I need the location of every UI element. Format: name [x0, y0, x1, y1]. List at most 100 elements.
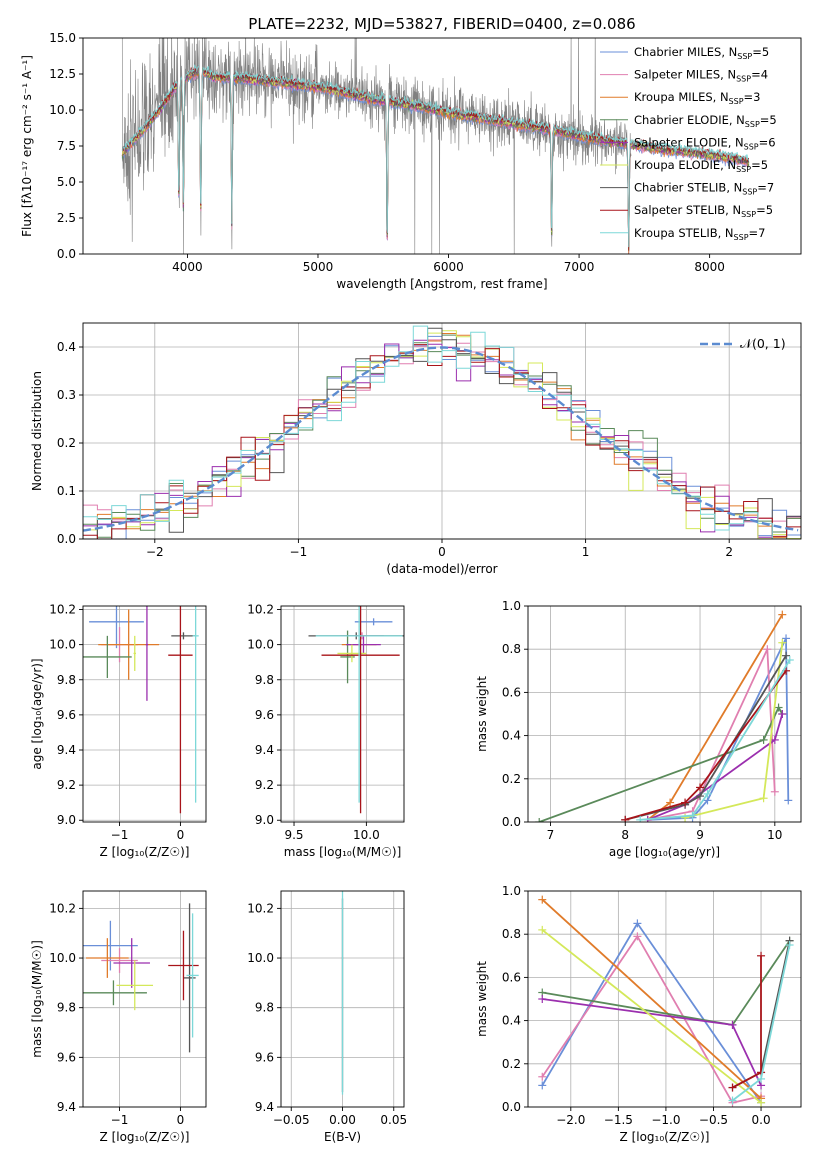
y-tick-label: 9.4	[57, 1100, 76, 1114]
x-axis-label: Z [log₁₀(Z/Z☉)]	[100, 1130, 190, 1144]
series-line-chabrier_elodie	[538, 705, 784, 822]
series-line-kroupa_miles	[647, 614, 784, 821]
legend-label: Salpeter STELIB, NSSP=5	[634, 203, 773, 219]
y-tick-label: 15.0	[49, 31, 76, 45]
series-line-chabrier_miles	[647, 638, 790, 821]
y-tick-label: 9.0	[255, 813, 274, 827]
plot-area	[121, 38, 750, 254]
x-tick-label: 0.00	[329, 1113, 356, 1127]
x-axis-label: E(B-V)	[324, 1130, 361, 1144]
x-tick-label: −0.5	[699, 1113, 728, 1127]
y-tick-label: 9.4	[57, 743, 76, 757]
y-tick-label: 0.1	[57, 484, 76, 498]
y-axis-label: mass weight	[475, 676, 489, 752]
legend-label: Kroupa ELODIE, NSSP=5	[634, 158, 768, 174]
series-line-kroupa_elodie	[541, 929, 762, 1104]
y-tick-label: 10.2	[247, 901, 274, 915]
x-tick-label: 5000	[303, 260, 334, 274]
y-tick-label: 0.2	[502, 1057, 521, 1071]
y-axis-label: Normed distribution	[30, 371, 44, 491]
y-tick-label: 0.0	[57, 532, 76, 546]
y-tick-label: 9.4	[255, 1100, 274, 1114]
model-spectrum-kroupa_stelib	[121, 64, 750, 248]
x-tick-label: 0	[438, 545, 446, 559]
chart-title: PLATE=2232, MJD=53827, FIBERID=0400, z=0…	[248, 15, 635, 33]
x-tick-label: −1.0	[651, 1113, 680, 1127]
y-tick-label: 0.0	[502, 815, 521, 829]
x-tick-label: 1	[582, 545, 590, 559]
series-line-salpeter_elodie	[647, 713, 784, 821]
x-tick-label: 0.05	[380, 1113, 407, 1127]
y-tick-label: 9.8	[255, 1001, 274, 1015]
y-tick-label: 10.0	[49, 103, 76, 117]
y-tick-label: 0.4	[57, 340, 76, 354]
y-tick-label: 10.0	[247, 951, 274, 965]
x-tick-label: 7	[547, 828, 555, 842]
y-tick-label: 9.4	[255, 743, 274, 757]
y-tick-label: 0.3	[57, 388, 76, 402]
x-tick-label: 6000	[433, 260, 464, 274]
y-tick-label: 9.8	[255, 673, 274, 687]
x-axis-label: Z [log₁₀(Z/Z☉)]	[100, 845, 190, 859]
x-tick-label: −2	[146, 545, 164, 559]
x-tick-label: −1	[111, 1113, 129, 1127]
x-tick-label: 0.0	[752, 1113, 771, 1127]
series-line-salpeter_stelib	[624, 670, 787, 821]
y-axis-label: mass [log₁₀(M/M☉)]	[30, 940, 44, 1058]
x-tick-label: 7000	[564, 260, 595, 274]
axes-frame	[280, 605, 405, 823]
x-tick-label: 9	[696, 828, 704, 842]
legend-label: Salpeter ELODIE, NSSP=6	[634, 135, 776, 151]
x-tick-label: 9.5	[284, 828, 303, 842]
x-tick-label: −1	[111, 828, 129, 842]
y-tick-label: 9.8	[57, 673, 76, 687]
plot-area	[83, 606, 199, 814]
axes-frame	[527, 890, 802, 1108]
y-tick-label: 0.6	[502, 970, 521, 984]
panel-age-vs-mass: 9.5 10.0 9.0 9.2 9.4 9.6 9.8 10.0 10.2 mass [log₁…	[247, 603, 405, 859]
series-line-salpeter_miles	[541, 934, 762, 1104]
y-tick-label: 10.2	[49, 901, 76, 915]
y-tick-label: 1.0	[502, 599, 521, 613]
y-tick-label: 0.4	[502, 1014, 521, 1028]
y-tick-label: 0.8	[502, 642, 521, 656]
plot-area	[83, 325, 801, 539]
series-line-chabrier_stelib	[624, 655, 787, 821]
y-tick-label: 12.5	[49, 67, 76, 81]
y-tick-label: 9.8	[57, 1001, 76, 1015]
axes-frame	[527, 605, 802, 823]
panel-spectrum: PLATE=2232, MJD=53827, FIBERID=0400, z=0…	[20, 15, 802, 291]
y-tick-label: 10.0	[49, 638, 76, 652]
y-tick-label: 0.0	[57, 247, 76, 261]
x-tick-label: 8000	[694, 260, 725, 274]
panel-massweight-vs-Z: −2.0 −1.5 −1.0 −0.5 0.0 0.0 0.2 0.4 0.6 0.8 1.0 Z […	[475, 884, 802, 1144]
x-tick-label: 8	[621, 828, 629, 842]
x-tick-label: 10	[767, 828, 782, 842]
x-tick-label: −1.5	[604, 1113, 633, 1127]
panel-age-vs-Z: −1 0 9.0 9.2 9.4 9.6 9.8 10.0 10.2 Z [log₁₀(Z/Z☉)…	[30, 603, 207, 859]
series-line-kroupa_miles	[541, 898, 762, 1100]
y-tick-label: 9.6	[57, 1050, 76, 1064]
y-tick-label: 0.0	[502, 1100, 521, 1114]
x-axis-label: age [log₁₀(age/yr)]	[609, 845, 720, 859]
panel-mass-vs-EBV: −0.05 0.00 0.05 9.4 9.6 9.8 10.0 10.2 E(B-V)	[247, 890, 407, 1144]
gaussian-curve	[83, 346, 799, 532]
x-tick-label: 0	[177, 828, 185, 842]
x-tick-label: 4000	[172, 260, 203, 274]
y-axis-label: age [log₁₀(age/yr)]	[30, 658, 44, 769]
x-tick-label: 2	[725, 545, 733, 559]
y-tick-label: 9.6	[255, 1050, 274, 1064]
series-line-kroupa_stelib	[640, 659, 791, 821]
y-tick-label: 9.6	[57, 708, 76, 722]
y-tick-label: 0.4	[502, 729, 521, 743]
panel-residuals: 𝒩(0, 1) −2 −1 0 1 2 0.0 0.1 0.2 0.3 0.4 (data-model…	[30, 322, 802, 576]
x-tick-label: 0	[177, 1113, 185, 1127]
x-axis-label: Z [log₁₀(Z/Z☉)]	[620, 1130, 710, 1144]
legend-label: Chabrier STELIB, NSSP=7	[634, 181, 774, 197]
y-tick-label: 9.0	[57, 813, 76, 827]
y-tick-label: 10.0	[247, 638, 274, 652]
axes-frame	[82, 605, 207, 823]
plot-area	[83, 903, 199, 1053]
y-tick-label: 0.8	[502, 927, 521, 941]
